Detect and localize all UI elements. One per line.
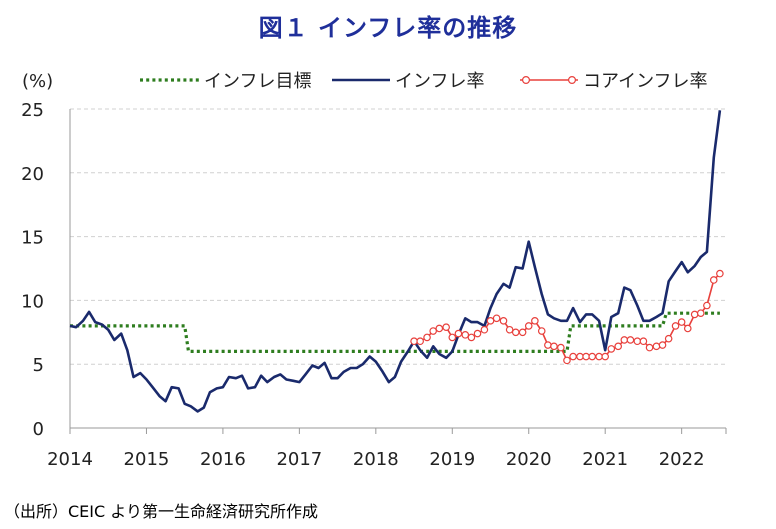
data-point xyxy=(511,328,520,337)
data-point xyxy=(690,310,699,319)
data-point xyxy=(524,322,533,330)
data-point xyxy=(658,341,667,349)
data-point xyxy=(652,342,661,351)
x-tick-label: 2019 xyxy=(429,449,475,470)
legend-label: コアインフレ率 xyxy=(583,71,708,92)
data-point xyxy=(626,336,635,344)
legend-marker xyxy=(567,75,576,84)
series-layer xyxy=(69,110,724,413)
y-tick-label: 25 xyxy=(21,100,44,121)
data-point xyxy=(499,317,508,325)
data-point xyxy=(448,333,457,342)
y-tick-label: 15 xyxy=(21,228,44,249)
data-point xyxy=(531,317,539,325)
data-point xyxy=(703,301,711,310)
data-point xyxy=(518,328,527,337)
x-tick-label: 2017 xyxy=(276,449,322,470)
legend-label: インフレ目標 xyxy=(204,71,311,92)
x-tick-labels: 2014 2015 2016 2017 2018 2019 2020 2021 2022 xyxy=(47,449,704,470)
data-point xyxy=(645,343,654,352)
data-point xyxy=(486,317,495,325)
data-point xyxy=(709,276,718,284)
data-point xyxy=(671,322,680,330)
data-point xyxy=(614,342,622,351)
data-point xyxy=(544,341,552,349)
grid-lines xyxy=(69,108,727,434)
data-point xyxy=(677,318,686,326)
data-point xyxy=(423,333,431,342)
data-point xyxy=(537,327,546,335)
data-point xyxy=(607,345,616,353)
series-line-1 xyxy=(70,311,720,353)
data-point xyxy=(442,323,450,331)
data-point xyxy=(595,352,603,361)
data-point xyxy=(480,325,489,334)
data-point xyxy=(563,356,571,365)
chart-title: 図１ インフレ率の推移 xyxy=(258,14,518,42)
x-tick-label: 2015 xyxy=(124,449,170,470)
data-point xyxy=(410,337,418,346)
y-tick-label: 0 xyxy=(33,419,44,440)
y-axis-label: (%) xyxy=(22,71,53,92)
y-tick-label: 10 xyxy=(21,291,44,312)
x-tick-label: 2021 xyxy=(582,449,628,470)
data-point xyxy=(429,327,437,335)
x-tick-label: 2018 xyxy=(353,449,399,470)
data-point xyxy=(588,352,597,361)
data-point xyxy=(582,352,590,361)
data-point xyxy=(620,336,629,344)
data-point xyxy=(683,324,692,333)
data-point xyxy=(601,352,609,361)
data-point xyxy=(557,343,565,352)
source-note: （出所）CEIC より第一生命経済研究所作成 xyxy=(4,502,318,521)
y-tick-label: 5 xyxy=(33,355,44,376)
data-point xyxy=(633,337,642,346)
data-point xyxy=(696,309,705,317)
y-tick-labels: 0 5 10 15 20 25 xyxy=(21,100,44,440)
data-point xyxy=(492,314,501,323)
x-tick-label: 2014 xyxy=(47,449,93,470)
x-tick-label: 2016 xyxy=(200,449,246,470)
data-point xyxy=(639,337,648,346)
data-point xyxy=(569,352,577,361)
series-line-2 xyxy=(69,110,722,413)
legend-label: インフレ率 xyxy=(395,71,484,92)
x-tick-label: 2022 xyxy=(659,449,705,470)
legend: インフレ目標 インフレ率 コアインフレ率 xyxy=(140,71,708,92)
data-point xyxy=(467,333,476,342)
data-point xyxy=(576,352,584,361)
x-tick-label: 2020 xyxy=(506,449,552,470)
data-point xyxy=(473,329,482,338)
data-point xyxy=(454,329,463,338)
data-point xyxy=(416,337,424,346)
data-point xyxy=(505,325,514,334)
data-point xyxy=(550,342,558,351)
legend-marker xyxy=(521,75,530,84)
data-point xyxy=(716,269,724,278)
y-tick-label: 20 xyxy=(21,164,44,185)
data-point xyxy=(435,324,444,333)
data-point xyxy=(664,334,673,343)
data-point xyxy=(461,331,470,339)
